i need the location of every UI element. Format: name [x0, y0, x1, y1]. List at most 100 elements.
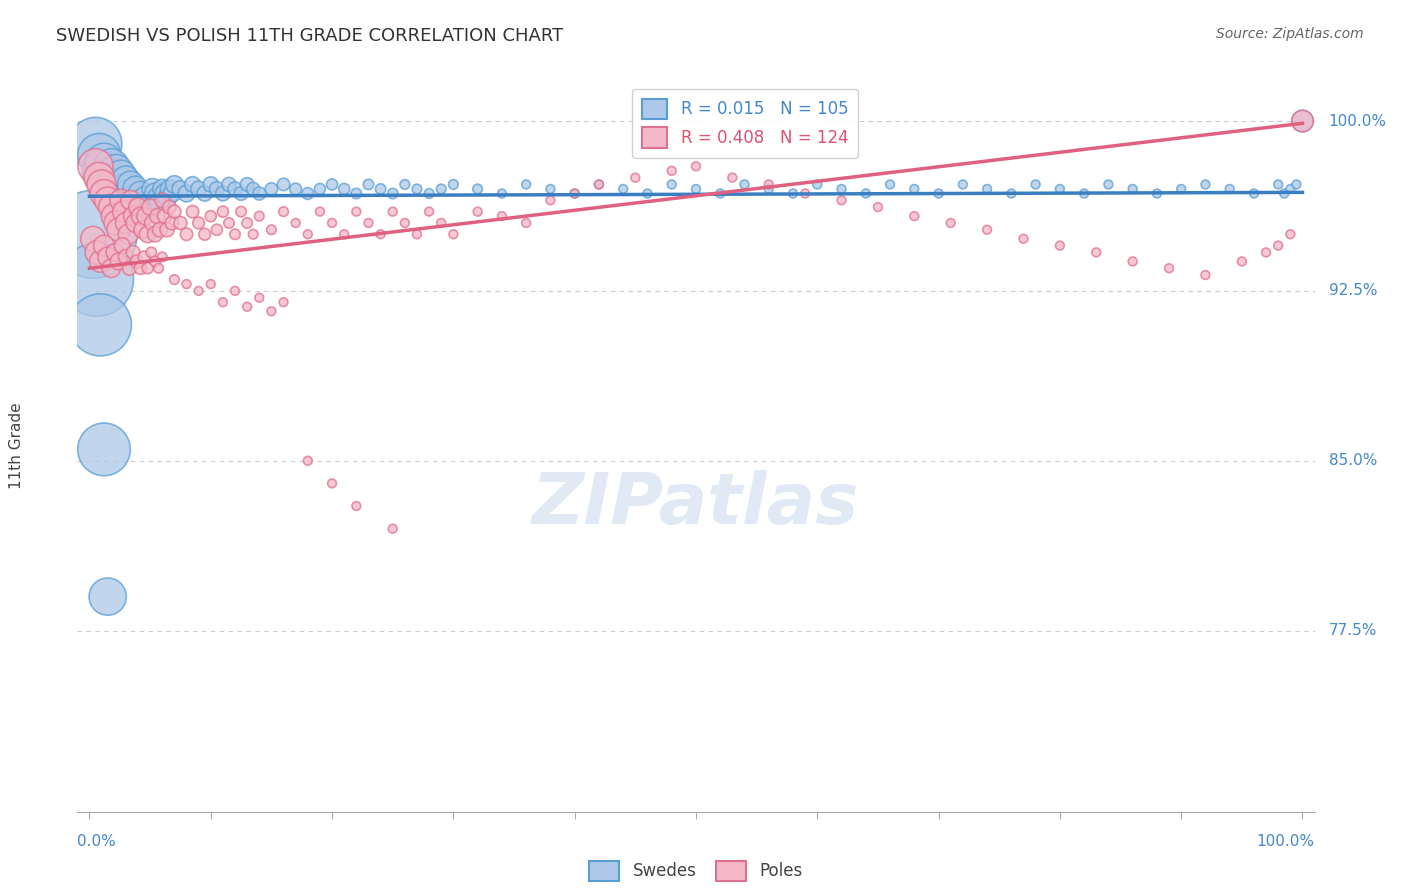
Point — [588, 178, 610, 192]
Point — [406, 227, 429, 242]
Point — [125, 254, 148, 268]
Point — [176, 277, 198, 291]
Point — [156, 191, 179, 205]
Point — [515, 178, 537, 192]
Point — [1291, 114, 1313, 128]
Point — [1267, 178, 1289, 192]
Point — [394, 178, 416, 192]
Point — [1279, 182, 1302, 196]
Point — [132, 200, 155, 214]
Point — [1049, 238, 1071, 252]
Point — [118, 261, 141, 276]
Point — [163, 272, 186, 286]
Point — [169, 216, 191, 230]
Point — [284, 216, 307, 230]
Point — [86, 245, 108, 260]
Point — [1073, 186, 1095, 201]
Point — [181, 204, 204, 219]
Point — [236, 178, 259, 192]
Point — [855, 186, 877, 201]
Point — [97, 169, 120, 183]
Point — [831, 194, 853, 208]
Point — [100, 159, 122, 173]
Point — [143, 186, 166, 201]
Point — [1025, 178, 1047, 192]
Point — [538, 194, 561, 208]
Point — [357, 178, 380, 192]
Text: 92.5%: 92.5% — [1329, 284, 1376, 299]
Point — [136, 261, 159, 276]
Point — [139, 200, 162, 214]
Point — [333, 227, 356, 242]
Point — [100, 261, 122, 276]
Point — [976, 182, 998, 196]
Text: Source: ZipAtlas.com: Source: ZipAtlas.com — [1216, 27, 1364, 41]
Point — [418, 204, 440, 219]
Point — [115, 250, 138, 264]
Point — [903, 209, 925, 223]
Point — [212, 186, 235, 201]
Point — [309, 182, 332, 196]
Point — [588, 178, 610, 192]
Text: SWEDISH VS POLISH 11TH GRADE CORRELATION CHART: SWEDISH VS POLISH 11TH GRADE CORRELATION… — [56, 27, 564, 45]
Point — [153, 186, 176, 201]
Point — [194, 227, 217, 242]
Point — [1285, 178, 1308, 192]
Point — [297, 186, 319, 201]
Point — [159, 200, 181, 214]
Point — [831, 182, 853, 196]
Point — [93, 238, 115, 252]
Point — [661, 178, 683, 192]
Point — [236, 300, 259, 314]
Point — [212, 204, 235, 219]
Point — [93, 442, 115, 457]
Point — [273, 295, 295, 310]
Point — [247, 209, 270, 223]
Point — [381, 186, 404, 201]
Point — [205, 223, 228, 237]
Point — [441, 178, 464, 192]
Point — [1000, 186, 1022, 201]
Point — [903, 182, 925, 196]
Point — [321, 178, 343, 192]
Point — [952, 178, 974, 192]
Point — [247, 186, 270, 201]
Point — [129, 261, 152, 276]
Point — [794, 186, 817, 201]
Point — [247, 291, 270, 305]
Point — [321, 476, 343, 491]
Point — [381, 204, 404, 219]
Point — [1194, 178, 1216, 192]
Point — [104, 245, 127, 260]
Point — [1122, 182, 1144, 196]
Point — [1279, 227, 1302, 242]
Point — [159, 182, 181, 196]
Point — [1272, 186, 1295, 201]
Point — [132, 250, 155, 264]
Point — [163, 178, 186, 192]
Point — [200, 178, 222, 192]
Point — [709, 186, 731, 201]
Point — [1219, 182, 1241, 196]
Point — [97, 250, 120, 264]
Point — [928, 186, 950, 201]
Point — [107, 254, 129, 268]
Point — [200, 277, 222, 291]
Point — [1157, 261, 1180, 276]
Point — [187, 216, 209, 230]
Point — [105, 216, 128, 230]
Point — [136, 204, 159, 219]
Point — [406, 182, 429, 196]
Point — [321, 216, 343, 230]
Point — [242, 227, 264, 242]
Point — [242, 182, 264, 196]
Text: 77.5%: 77.5% — [1329, 623, 1376, 638]
Point — [309, 204, 332, 219]
Point — [112, 182, 135, 196]
Point — [236, 216, 259, 230]
Point — [200, 209, 222, 223]
Point — [218, 216, 240, 230]
Point — [112, 204, 135, 219]
Point — [636, 186, 658, 201]
Point — [273, 204, 295, 219]
